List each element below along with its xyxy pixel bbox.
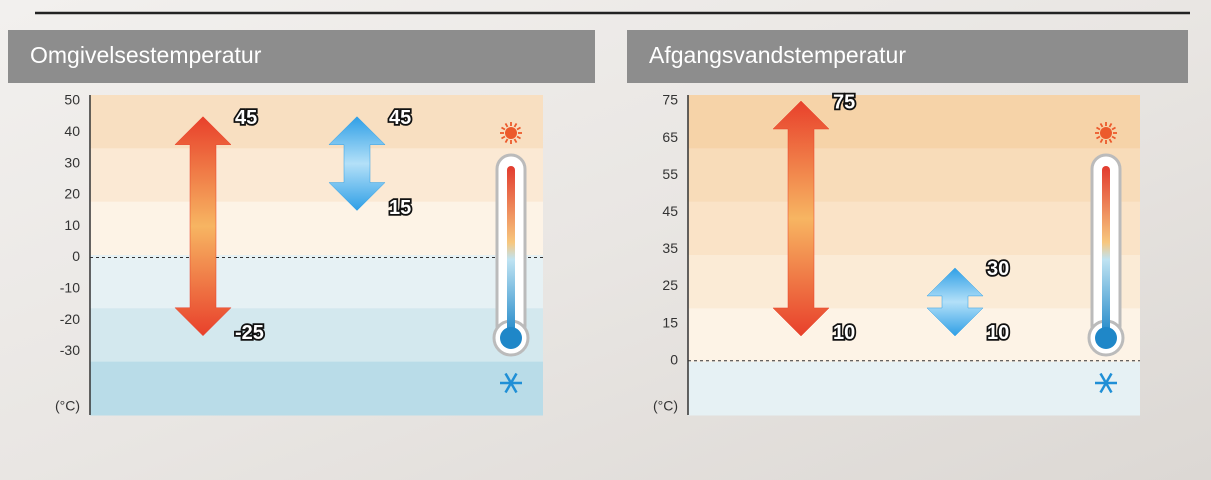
range-max-label: 45 [389, 107, 411, 129]
y-tick-label: -30 [60, 342, 80, 358]
y-tick-label: 0 [670, 351, 678, 367]
infographic: Omgivelsestemperatur 50 40 30 20 10 0 -10 -20 -30… [0, 0, 1211, 480]
y-tick-label: 55 [662, 166, 678, 182]
y-tick-label: 15 [662, 314, 678, 330]
thermometer-fill [1102, 166, 1110, 336]
sun-core [1100, 127, 1112, 139]
range-min-label: -25 [235, 322, 264, 344]
y-tick-label: 10 [64, 217, 80, 233]
thermometer-bulb [1095, 327, 1117, 349]
band [688, 362, 1140, 416]
band [90, 148, 543, 202]
panel-title: Omgivelsestemperatur [30, 42, 262, 68]
thermometer-fill [507, 166, 515, 336]
y-tick-label: 30 [64, 154, 80, 170]
range-min-label: 15 [389, 197, 411, 219]
range-max-label: 75 [833, 91, 855, 113]
y-tick-label: 35 [662, 240, 678, 256]
unit-label: (°C) [653, 398, 678, 414]
y-tick-label: 40 [64, 123, 80, 139]
thermometer-bulb [500, 327, 522, 349]
y-tick-label: 25 [662, 277, 678, 293]
y-tick-label: 75 [662, 92, 678, 108]
panel-title: Afgangsvandstemperatur [649, 42, 906, 68]
range-min-label: 10 [833, 322, 855, 344]
range-max-label: 45 [235, 107, 257, 129]
band [688, 95, 1140, 149]
y-tick-label: 0 [72, 248, 80, 264]
band [688, 255, 1140, 309]
y-tick-label: 20 [64, 186, 80, 202]
range-max-label: 30 [987, 258, 1009, 280]
band [688, 148, 1140, 202]
band [90, 95, 543, 149]
y-tick-label: 45 [662, 203, 678, 219]
y-tick-label: -10 [60, 280, 80, 296]
sun-core [505, 127, 517, 139]
band [688, 202, 1140, 256]
band [90, 308, 543, 362]
y-tick-label: 50 [64, 92, 80, 108]
y-tick-label: 65 [662, 129, 678, 145]
unit-label: (°C) [55, 398, 80, 414]
band [90, 362, 543, 416]
band [688, 308, 1140, 362]
range-min-label: 10 [987, 322, 1009, 344]
band [90, 202, 543, 256]
band [90, 255, 543, 309]
y-tick-label: -20 [60, 311, 80, 327]
